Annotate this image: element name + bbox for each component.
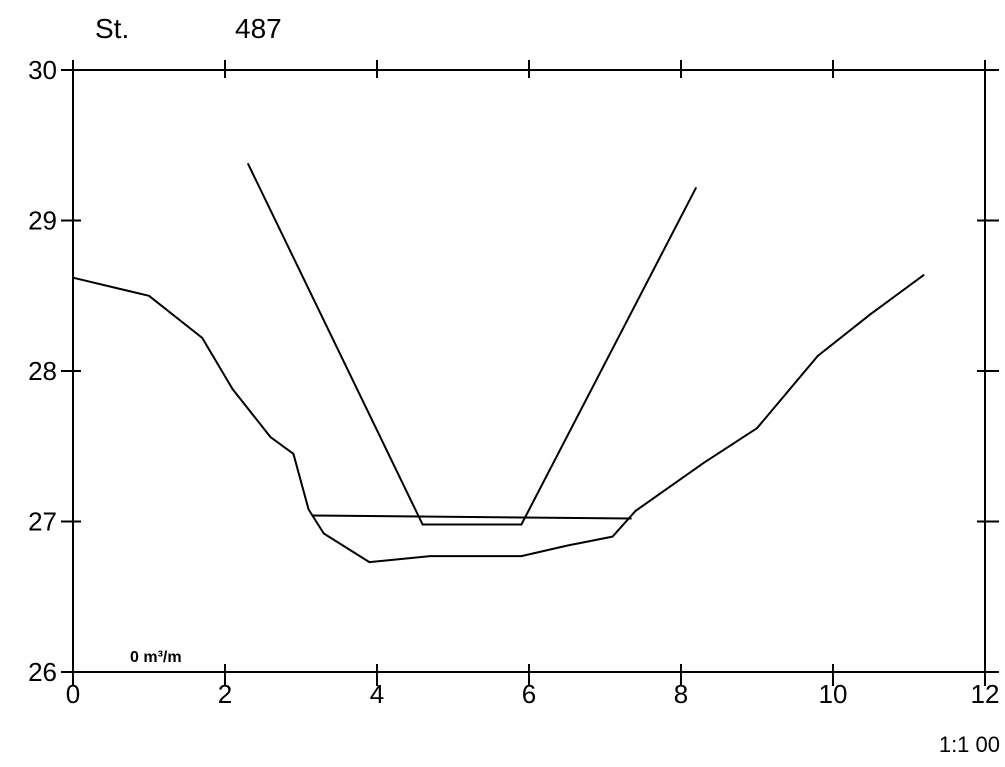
x-tick-label: 2 bbox=[218, 679, 232, 709]
scale-label: 1:1 00 bbox=[939, 732, 1000, 757]
station-label: St. bbox=[95, 13, 129, 44]
water-level-line bbox=[312, 514, 632, 520]
y-tick-label: 28 bbox=[28, 356, 57, 386]
x-tick-label: 6 bbox=[522, 679, 536, 709]
x-tick-label: 8 bbox=[674, 679, 688, 709]
y-tick-labels: 26 27 28 29 30 bbox=[28, 55, 57, 687]
profile-lines bbox=[72, 162, 925, 564]
plot-frame bbox=[72, 69, 986, 673]
x-tick-label: 0 bbox=[66, 679, 80, 709]
station-number: 487 bbox=[235, 13, 282, 44]
x-tick-label: 12 bbox=[971, 679, 1000, 709]
terrain-profile-line bbox=[72, 273, 925, 564]
y-tick-label: 29 bbox=[28, 206, 57, 236]
flow-annotation: 0 m³/m bbox=[130, 649, 182, 666]
y-tick-label: 30 bbox=[28, 55, 57, 85]
x-tick-label: 10 bbox=[819, 679, 848, 709]
channel-profile-line bbox=[246, 162, 698, 526]
x-tick-labels: 0 2 4 6 8 10 12 bbox=[66, 679, 1000, 709]
x-tick-label: 4 bbox=[370, 679, 384, 709]
axis-ticks bbox=[61, 60, 999, 686]
y-tick-label: 27 bbox=[28, 507, 57, 537]
y-tick-label: 26 bbox=[28, 657, 57, 687]
